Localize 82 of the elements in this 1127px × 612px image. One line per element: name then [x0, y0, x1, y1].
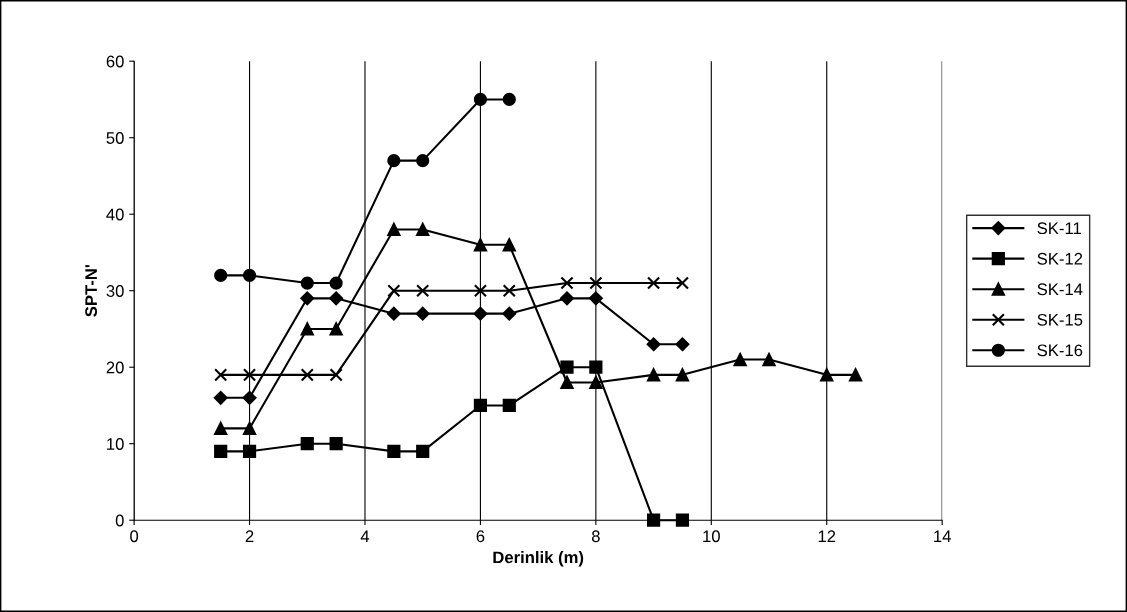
x-tick-label: 0: [130, 530, 139, 543]
point: [560, 360, 574, 374]
point: [675, 513, 690, 527]
point: [849, 368, 863, 382]
point: [762, 352, 776, 367]
legend-label: SK-11: [1037, 222, 1081, 235]
x-tick-label: 14: [934, 530, 951, 542]
legend-label: SK-16: [1037, 344, 1083, 357]
point: [560, 375, 574, 390]
point: [329, 291, 344, 306]
x-tick-label: 8: [591, 530, 600, 543]
point: [733, 352, 747, 367]
point: [329, 368, 343, 382]
point: [387, 222, 401, 237]
point: [473, 92, 488, 107]
point: [416, 154, 430, 168]
point: [214, 444, 228, 458]
point: [646, 513, 661, 527]
x-tick-label: 2: [245, 530, 254, 542]
y-tick-label: 10: [107, 438, 124, 450]
point: [416, 222, 430, 237]
y-tick-label: 30: [106, 285, 124, 297]
y-tick-label: 60: [106, 55, 124, 68]
point: [646, 337, 661, 352]
point: [473, 398, 488, 413]
y-tick-label: 20: [106, 361, 124, 374]
y-axis-title: SPT-N': [85, 265, 97, 317]
x-tick-label: 4: [360, 530, 370, 542]
x-tick-label: 6: [476, 530, 485, 543]
point: [473, 238, 488, 252]
point: [387, 154, 401, 168]
point: [300, 276, 314, 290]
point: [502, 92, 516, 107]
point: [820, 368, 834, 382]
point: [560, 276, 574, 290]
point: [387, 284, 401, 298]
point: [502, 306, 517, 321]
point: [386, 306, 401, 321]
point: [300, 368, 314, 382]
point: [214, 421, 228, 435]
point: [213, 390, 228, 405]
point: [473, 306, 488, 321]
point: [675, 276, 690, 290]
point: [416, 284, 430, 298]
point: [415, 306, 430, 321]
point: [214, 268, 228, 282]
point: [416, 444, 430, 458]
point: [242, 390, 257, 405]
point: [329, 437, 343, 451]
point: [675, 337, 690, 352]
point: [589, 375, 603, 390]
point: [646, 276, 661, 290]
y-tick-label: 50: [106, 132, 124, 144]
x-axis-title: Derinlik (m): [493, 551, 584, 567]
point: [502, 398, 516, 413]
point: [329, 322, 343, 336]
legend-label: SK-12: [1037, 252, 1083, 265]
point: [242, 368, 257, 382]
point: [473, 284, 488, 298]
point: [329, 276, 343, 290]
point: [560, 291, 574, 306]
point: [675, 368, 690, 382]
point: [589, 276, 603, 290]
point: [300, 437, 314, 451]
x-tick-label: 12: [818, 530, 836, 542]
point: [588, 291, 603, 306]
legend-label: SK-15: [1037, 313, 1083, 326]
x-tick-label: 10: [703, 530, 720, 543]
point: [502, 284, 516, 298]
point: [646, 368, 661, 382]
legend-label: SK-14: [1037, 283, 1083, 296]
y-tick-label: 0: [115, 514, 124, 527]
point: [242, 421, 257, 435]
point: [300, 322, 314, 336]
point: [214, 368, 228, 382]
point: [502, 238, 516, 252]
point: [589, 360, 603, 374]
point: [242, 268, 257, 282]
point: [242, 444, 257, 458]
y-tick-label: 40: [106, 208, 124, 221]
point: [300, 291, 315, 306]
point: [387, 444, 401, 458]
